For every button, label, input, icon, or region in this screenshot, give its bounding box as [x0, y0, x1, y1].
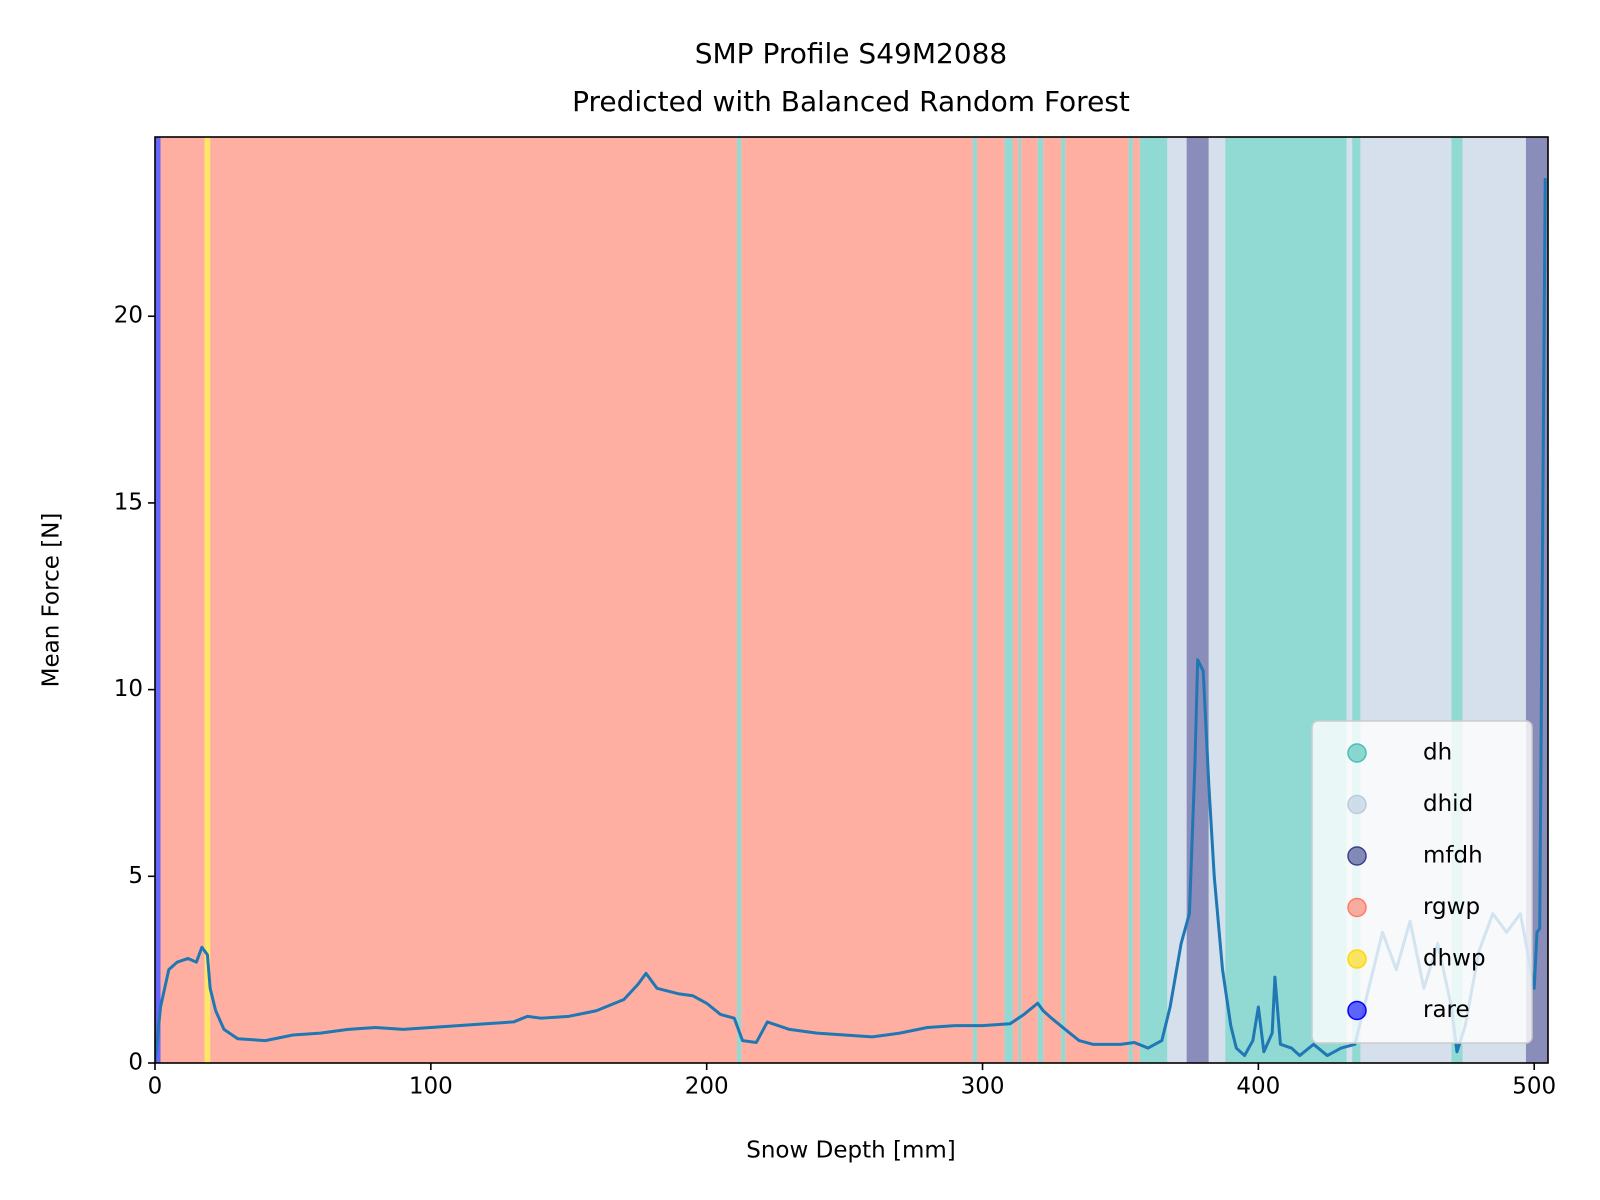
- legend-marker: [1347, 949, 1367, 969]
- class-band: [204, 137, 211, 1063]
- x-tick-label: 100: [409, 1074, 453, 1100]
- class-band: [1451, 137, 1463, 1063]
- x-axis-label: Snow Depth [mm]: [746, 1138, 956, 1164]
- x-tick-label: 200: [685, 1074, 729, 1100]
- legend-marker: [1347, 743, 1367, 763]
- class-band: [155, 137, 161, 1063]
- legend-label: dh: [1423, 740, 1452, 766]
- class-band: [1352, 137, 1361, 1063]
- legend-label: rgwp: [1423, 894, 1480, 920]
- chart-subtitle: Predicted with Balanced Random Forest: [572, 85, 1130, 118]
- x-tick-label: 400: [1236, 1074, 1280, 1100]
- class-band: [741, 137, 973, 1063]
- legend-label: rare: [1423, 997, 1470, 1023]
- class-band: [1037, 137, 1044, 1063]
- class-band: [1043, 137, 1062, 1063]
- class-bands: [155, 137, 1548, 1063]
- class-band: [1021, 137, 1038, 1063]
- legend-label: mfdh: [1423, 843, 1483, 869]
- x-tick-label: 0: [148, 1074, 163, 1100]
- legend-box: [1311, 720, 1533, 1044]
- class-band: [210, 137, 738, 1063]
- x-tick-label: 300: [961, 1074, 1005, 1100]
- legend: dh dhid mfdh rgwp dhwp rare: [1311, 720, 1533, 1044]
- class-band: [977, 137, 1005, 1063]
- plot-frame: [154, 136, 1549, 1064]
- y-tick-label: 5: [128, 863, 143, 889]
- class-band: [1186, 137, 1209, 1063]
- class-band: [1139, 137, 1168, 1063]
- chart-title: SMP Profile S49M2088: [695, 37, 1008, 70]
- legend-label: dhwp: [1423, 946, 1486, 972]
- class-band: [972, 137, 978, 1063]
- class-band: [1012, 137, 1019, 1063]
- legend-marker: [1347, 794, 1367, 815]
- legend-marker: [1347, 846, 1367, 866]
- class-band: [1346, 137, 1353, 1063]
- axes: 0 100 200 300 400 500 0 5 10 15 20: [114, 303, 1556, 1100]
- class-band: [1128, 137, 1133, 1063]
- class-band: [1167, 137, 1187, 1063]
- legend-marker: [1347, 897, 1367, 918]
- class-band: [1061, 137, 1066, 1063]
- legend-marker: [1347, 1000, 1367, 1021]
- legend-label: dhid: [1423, 791, 1473, 817]
- class-band: [737, 137, 742, 1063]
- y-tick-label: 0: [128, 1050, 143, 1076]
- class-band: [1132, 137, 1140, 1063]
- class-band: [160, 137, 205, 1063]
- y-tick-label: 20: [114, 303, 143, 329]
- y-axis-label: Mean Force [N]: [39, 513, 65, 688]
- y-tick-label: 10: [114, 676, 143, 702]
- class-band: [1065, 137, 1129, 1063]
- class-band: [1018, 137, 1022, 1063]
- class-band: [1004, 137, 1013, 1063]
- y-tick-label: 15: [114, 489, 143, 515]
- x-tick-label: 500: [1512, 1074, 1556, 1100]
